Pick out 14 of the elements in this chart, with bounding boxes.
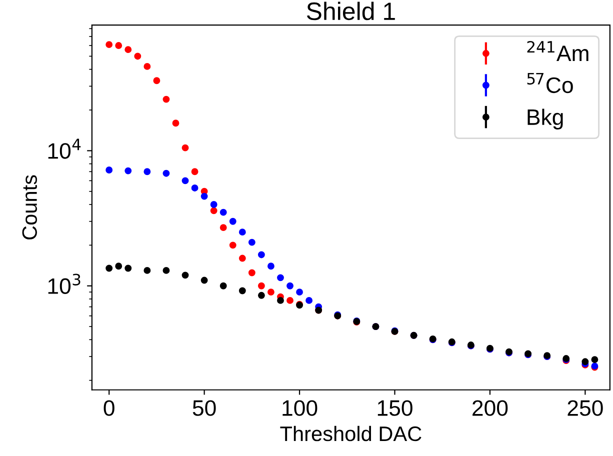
x-tick-label: 200	[472, 400, 508, 416]
x-tick-label: 100	[282, 400, 318, 416]
y-axis-title: Counts	[22, 175, 37, 240]
x-tick-label: 150	[378, 400, 412, 416]
y-tick-label: 10$^{4}$	[48, 138, 81, 159]
legend-label: Bkg	[528, 108, 563, 130]
x-tick-label: 0	[104, 400, 114, 416]
x-axis-title: Threshold DAC	[280, 426, 422, 442]
legend-label: $^{241}$Am	[527, 40, 588, 62]
legend-label: $^{57}$Co	[527, 73, 573, 94]
x-tick-label: 250	[568, 400, 603, 416]
y-tick-label: 10$^{3}$	[48, 274, 80, 294]
x-tick-label: 50	[192, 400, 216, 416]
chart-title: Shield 1	[306, 2, 395, 20]
